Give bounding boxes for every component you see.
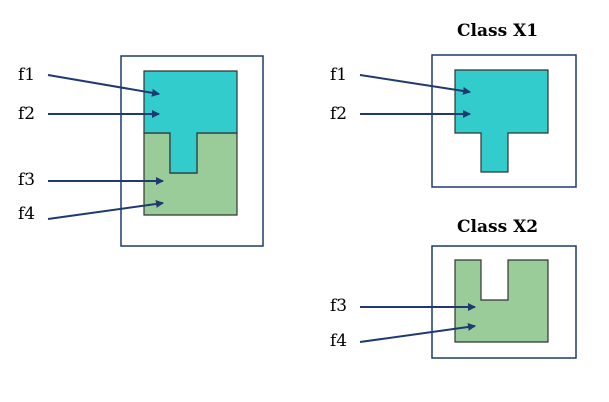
combined-label-f2: f2: [18, 104, 35, 124]
class-x1-region: [454, 69, 549, 173]
class-x2-label-f3: f3: [330, 296, 347, 316]
class-x1-frame: [431, 54, 577, 188]
class-x1-label-f2: f2: [330, 104, 347, 124]
class-x2-label-f4: f4: [330, 331, 347, 351]
combined-cyan-region: [143, 70, 238, 174]
combined-arrow-f4: [47, 200, 164, 220]
combined-label-f4: f4: [18, 204, 35, 224]
class-x2-title: Class X2: [457, 217, 538, 237]
class-x2-region: [454, 259, 549, 343]
class-x1-title: Class X1: [457, 21, 538, 41]
class-x1-arrow-f1: [359, 74, 471, 95]
combined-label-f3: f3: [18, 170, 35, 190]
class-x2-arrow-f4: [359, 323, 476, 343]
class-x1-label-f1: f1: [330, 65, 347, 85]
combined-arrow-f1: [47, 74, 160, 97]
class-x2-frame: [431, 245, 577, 359]
combined-frame: [120, 55, 264, 247]
combined-label-f1: f1: [18, 65, 35, 85]
